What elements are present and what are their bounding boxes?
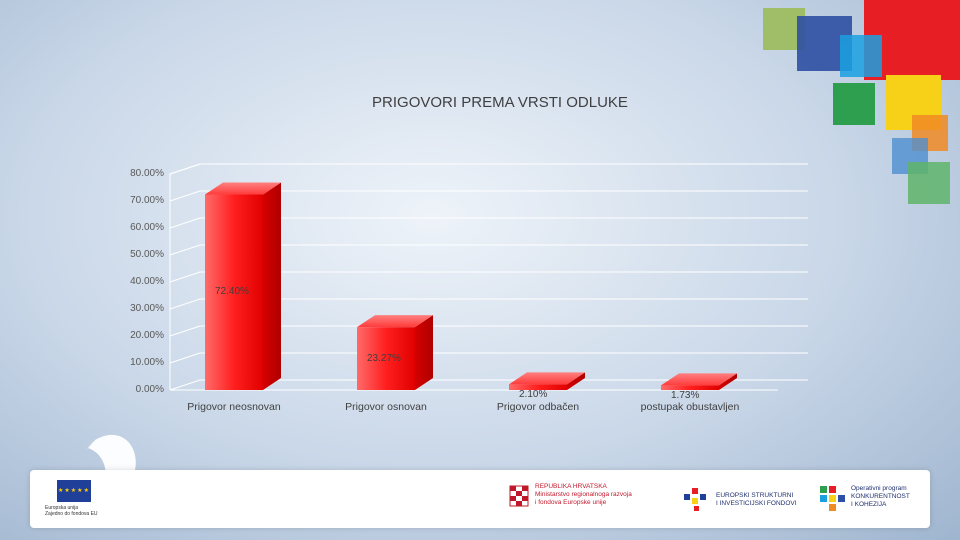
gridline [169, 352, 808, 364]
gridline [169, 244, 808, 256]
gridline [169, 298, 808, 310]
y-tick-label: 20.00% [130, 330, 164, 341]
y-tick-label: 0.00% [135, 384, 164, 395]
gridline [169, 163, 808, 175]
bar-top [661, 373, 737, 386]
gridline [169, 271, 808, 283]
data-label: 23.27% [367, 352, 401, 364]
bar [205, 182, 281, 390]
y-axis-line [169, 163, 201, 390]
eu-caption: Europska unija Zajedno do fondova EU [45, 505, 98, 517]
data-label: 72.40% [215, 286, 249, 298]
bar-top [509, 372, 585, 385]
x-category-label: Prigovor odbačen [496, 401, 580, 413]
x-category-label: Prigovor osnovan [345, 401, 427, 413]
bar [509, 372, 585, 390]
decor-square [908, 162, 950, 204]
x-category-label: postupak obustavljen [640, 401, 740, 413]
gridline [169, 217, 808, 229]
gridline [169, 325, 808, 337]
footer-logo-bar [30, 470, 930, 528]
bar-front [661, 385, 719, 390]
bar-side [719, 373, 737, 390]
bar-top [205, 182, 281, 195]
gridline [169, 190, 808, 202]
eu-flag-logo: ★★★★★ [57, 480, 91, 502]
bar-side [567, 372, 585, 390]
ministry-logo-text: REPUBLIKA HRVATSKA Ministarstvo regional… [535, 483, 632, 506]
bar-front [357, 327, 415, 390]
y-tick-label: 80.00% [130, 168, 164, 179]
esif-logo-text: EUROPSKI STRUKTURNI I INVESTICIJSKI FOND… [716, 492, 797, 507]
data-label: 2.10% [519, 389, 548, 401]
bar-front [205, 194, 263, 390]
y-tick-label: 30.00% [130, 303, 164, 314]
op-logo-text: Operativni program KONKURENTNOST I KOHEZ… [851, 485, 910, 508]
chart-title: PRIGOVORI PREMA VRSTI ODLUKE [372, 94, 628, 111]
bar [357, 315, 433, 390]
y-tick-label: 10.00% [130, 357, 164, 368]
op-logo-icon [820, 486, 845, 511]
y-tick-label: 60.00% [130, 222, 164, 233]
bar-side [263, 182, 281, 390]
decor-square [840, 35, 882, 77]
decor-square [833, 83, 875, 125]
y-tick-label: 40.00% [130, 276, 164, 287]
y-tick-label: 50.00% [130, 249, 164, 260]
esif-logo-icon [684, 488, 706, 511]
gridline [169, 379, 808, 391]
data-label: 1.73% [671, 389, 700, 401]
bar-top [357, 315, 433, 328]
croatia-coat-of-arms-icon [509, 485, 529, 507]
x-category-label: Prigovor neosnovan [187, 401, 281, 413]
y-tick-label: 70.00% [130, 195, 164, 206]
bar-front [509, 384, 567, 390]
bar [661, 373, 737, 390]
bar-side [415, 315, 433, 390]
